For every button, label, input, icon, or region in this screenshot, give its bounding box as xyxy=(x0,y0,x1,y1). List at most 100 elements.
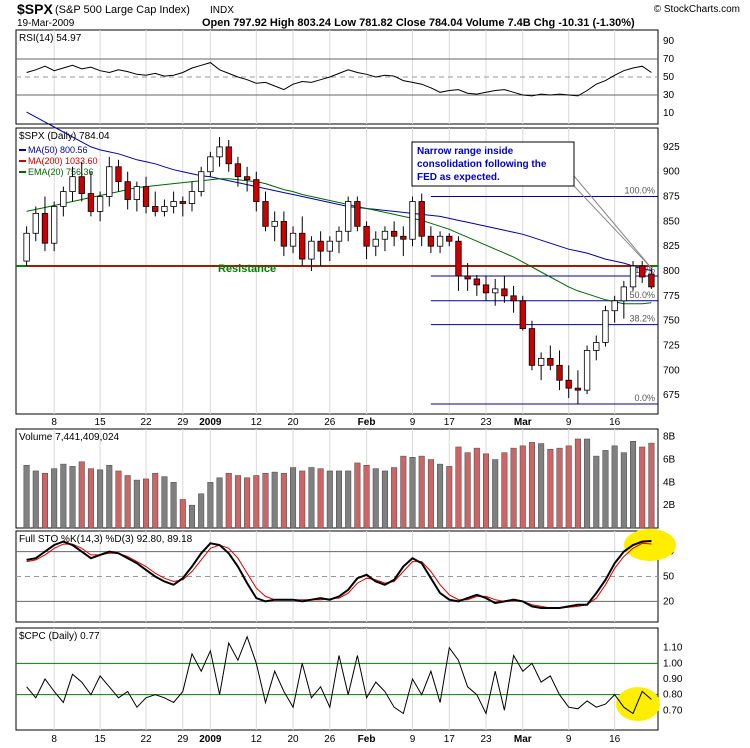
volume-bar xyxy=(510,447,517,529)
candle-body xyxy=(629,265,637,288)
volume-bar xyxy=(170,482,177,529)
volume-bar xyxy=(317,468,324,529)
x-tick-label: 2009 xyxy=(199,417,222,428)
candle-body xyxy=(106,166,113,197)
volume-bar xyxy=(244,477,251,529)
volume-bar xyxy=(473,447,480,529)
x-tick-label: 29 xyxy=(177,734,189,745)
callout-pointer xyxy=(573,175,652,269)
candle-body xyxy=(639,265,646,278)
fib-label: 0.0% xyxy=(634,393,655,403)
x-tick-label: Mar xyxy=(514,734,532,745)
x-tick-label: 17 xyxy=(444,734,456,745)
volume-bar xyxy=(225,472,232,529)
volume-bar xyxy=(51,468,58,529)
date-label: 19-Mar-2009 xyxy=(17,18,75,29)
volume-bar xyxy=(584,438,591,529)
volume-bar xyxy=(381,470,388,529)
y-tick-label: 50 xyxy=(663,572,675,583)
candle-body xyxy=(381,230,389,240)
volume-bar xyxy=(418,455,425,529)
candle-body xyxy=(271,220,278,227)
volume-bar xyxy=(501,452,508,529)
volume-bar xyxy=(32,470,39,529)
volume-bar xyxy=(188,504,195,529)
y-tick-label: 725 xyxy=(663,340,680,351)
candle-body xyxy=(372,238,379,247)
candle-body xyxy=(69,176,76,192)
legend-entry: MA(50) 800.56 xyxy=(28,145,88,155)
candle-body xyxy=(464,275,471,280)
volume-bar xyxy=(345,470,352,529)
volume-bar xyxy=(391,467,398,529)
y-tick-label: 70 xyxy=(663,54,675,65)
cpc-panel: $CPC (Daily) 0.77 0.70 0.80 0.90 1.00 1.10 xyxy=(15,627,683,731)
candle-body xyxy=(41,213,49,244)
candle-body xyxy=(409,201,416,240)
x-tick-label: 8 xyxy=(51,417,57,428)
y-tick-label: 875 xyxy=(663,192,680,203)
volume-bar xyxy=(326,470,333,529)
panel-frame xyxy=(15,627,659,731)
candle-body xyxy=(593,342,600,351)
panel-title: $SPX (Daily) 784.04 xyxy=(19,131,110,142)
volume-bar xyxy=(60,463,67,529)
y-tick-label: 850 xyxy=(663,216,680,227)
candle-body xyxy=(620,286,627,302)
x-tick-label: 16 xyxy=(609,734,621,745)
x-tick-label: 23 xyxy=(480,734,492,745)
volume-bar xyxy=(519,445,526,529)
candle-body xyxy=(565,379,572,389)
volume-bar xyxy=(78,461,85,529)
candle-body xyxy=(124,181,131,200)
candle-body xyxy=(547,357,554,366)
x-tick-label: 17 xyxy=(444,417,456,428)
fib-label: 38.2% xyxy=(629,314,655,324)
volume-bar xyxy=(106,464,113,529)
y-tick-label: 825 xyxy=(663,241,680,252)
candle-body xyxy=(418,201,425,237)
x-tick-label: 29 xyxy=(177,417,189,428)
y-tick-label: 700 xyxy=(663,365,680,376)
volume-bar xyxy=(41,472,48,529)
volume-bar xyxy=(133,479,140,529)
x-tick-label: 9 xyxy=(410,734,416,745)
candle-body xyxy=(574,387,582,391)
y-tick-label: 750 xyxy=(663,316,680,327)
y-tick-label: 800 xyxy=(663,266,680,277)
volume-bar xyxy=(143,478,150,529)
highlight-ellipse xyxy=(616,687,660,722)
y-tick-label: 20 xyxy=(663,596,675,607)
y-tick-label: 8B xyxy=(663,432,676,443)
x-tick-label: 20 xyxy=(287,417,299,428)
volume-bar xyxy=(152,472,159,529)
volume-bar xyxy=(648,442,655,529)
candle-body xyxy=(317,240,324,252)
candle-body xyxy=(335,230,343,242)
callout-pointer xyxy=(573,185,652,269)
candle-body xyxy=(225,146,232,165)
x-tick-label: 9 xyxy=(566,734,572,745)
resistance-label: Resistance xyxy=(218,263,276,275)
volume-bar xyxy=(23,464,30,529)
x-tick-label: 15 xyxy=(95,417,107,428)
y-tick-label: 675 xyxy=(663,390,680,401)
x-tick-label: 22 xyxy=(140,734,152,745)
volume-bar xyxy=(538,443,545,529)
panel-title: RSI(14) 54.97 xyxy=(19,33,82,44)
x-tick-label: 23 xyxy=(480,417,492,428)
site-credit[interactable]: © StockCharts.com xyxy=(654,4,740,15)
volume-bar xyxy=(427,459,434,529)
candle-body xyxy=(170,201,177,207)
volume-panel: Volume 7,441,409,024 2B 4B 6B 8B xyxy=(15,428,676,529)
x-tick-label: 12 xyxy=(251,417,263,428)
y-tick-label: 1.10 xyxy=(663,643,683,654)
volume-bar xyxy=(437,463,444,529)
legend-entry: EMA(20) 756.36 xyxy=(28,167,94,177)
x-axis: 8 15 22 29 2009 12 20 26 Feb 9 17 23 Mar 9 16 8 15 22 29 20… xyxy=(51,417,620,745)
x-tick-label: 26 xyxy=(324,417,336,428)
candle-body xyxy=(23,232,30,262)
volume-bar xyxy=(528,442,535,529)
volume-bar xyxy=(198,493,205,529)
